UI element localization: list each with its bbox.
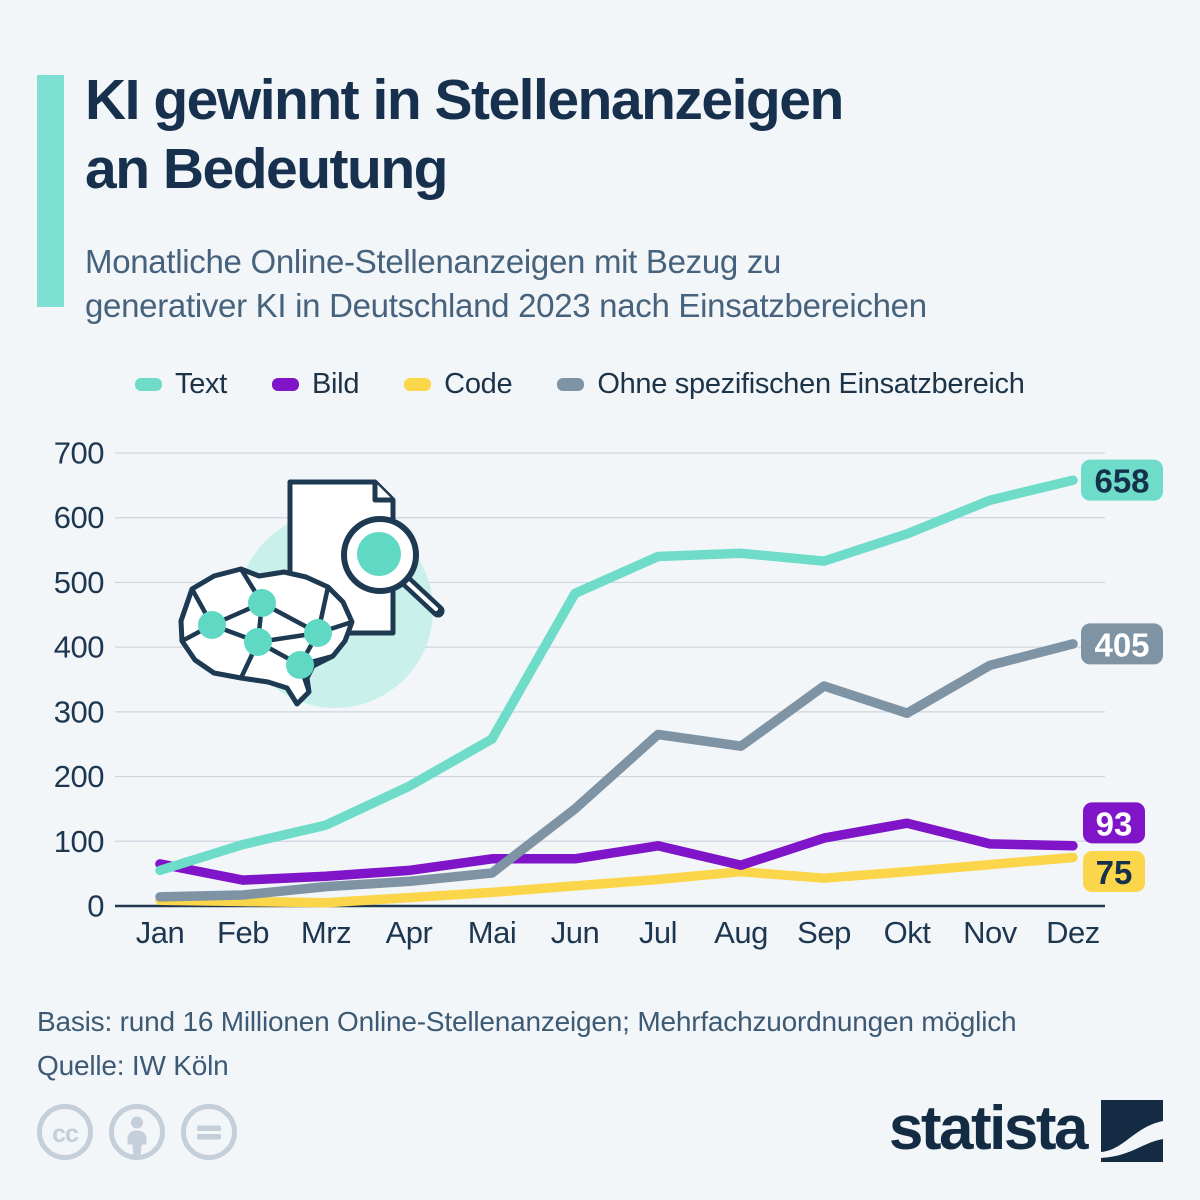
value-badge-text: 658	[1081, 459, 1163, 501]
footer-notes: Basis: rund 16 Millionen Online-Stellena…	[37, 1000, 1017, 1088]
series-line-bild	[155, 818, 1078, 885]
x-tick-label-feb: Feb	[217, 915, 269, 950]
value-badge-box	[1081, 623, 1163, 665]
x-tick-label-aug: Aug	[714, 915, 768, 950]
x-tick-label-jun: Jun	[551, 915, 599, 950]
x-tick-label-okt: Okt	[884, 915, 932, 950]
y-tick-label-400: 400	[54, 630, 104, 665]
legend-label: Code	[444, 368, 513, 400]
neural-brain-icon	[178, 566, 355, 707]
ai-brain-document-illustration	[178, 479, 445, 708]
legend-swatch-bild	[272, 378, 299, 391]
legend-label: Text	[175, 368, 227, 400]
x-tick-label-dez: Dez	[1046, 915, 1100, 950]
subtitle-line-2: generativer KI in Deutschland 2023 nach …	[85, 287, 927, 324]
x-tick-label-jul: Jul	[639, 915, 677, 950]
footer-source: Quelle: IW Köln	[37, 1050, 229, 1081]
value-badge-box	[1081, 459, 1163, 501]
legend-item-bild: Bild	[272, 368, 359, 401]
value-badge-box	[1083, 802, 1145, 844]
title-accent-bar	[37, 75, 64, 307]
cc-icon[interactable]: cc	[36, 1103, 94, 1161]
value-badge-text: 405	[1094, 626, 1149, 663]
magnifier-icon	[341, 516, 445, 618]
y-tick-label-300: 300	[54, 694, 104, 729]
value-badge-text: 93	[1096, 805, 1133, 842]
svg-text:cc: cc	[52, 1120, 79, 1148]
page-subtitle: Monatliche Online-Stellenanzeigen mit Be…	[85, 240, 927, 328]
chart-legend: Text Bild Code Ohne spezifischen Einsatzber…	[135, 368, 1025, 401]
series-line-code	[155, 852, 1078, 908]
legend-swatch-ohne-spezifischen-einsatzbereich	[557, 378, 585, 391]
y-tick-label-700: 700	[54, 436, 104, 471]
cc-license-badges[interactable]: cc	[36, 1103, 238, 1161]
series-line-text	[155, 475, 1078, 876]
page-title: KI gewinnt in Stellenanzeigen an Bedeutun…	[85, 66, 844, 204]
statista-wordmark: statista	[888, 1094, 1089, 1163]
value-badge-text: 75	[1096, 854, 1133, 891]
legend-swatch-code	[404, 378, 432, 391]
legend-item-code: Code	[404, 368, 513, 401]
x-tick-label-mrz: Mrz	[301, 915, 351, 950]
series-line-ohne-spezifischen-einsatzbereich	[155, 639, 1078, 902]
subtitle-line-1: Monatliche Online-Stellenanzeigen mit Be…	[85, 243, 782, 280]
statista-logo-mark	[1101, 1100, 1163, 1162]
title-line-1: KI gewinnt in Stellenanzeigen	[85, 68, 844, 132]
value-badge-ohne-spezifischen-einsatzbereich: 405	[1081, 623, 1163, 665]
x-tick-label-mai: Mai	[468, 915, 516, 950]
y-tick-label-200: 200	[54, 759, 104, 794]
statista-logo[interactable]: statista	[889, 1096, 1163, 1162]
title-line-2: an Bedeutung	[85, 137, 449, 201]
y-tick-label-500: 500	[54, 565, 104, 600]
legend-label: Ohne spezifischen Einsatzbereich	[597, 368, 1025, 400]
value-badge-code: 75	[1083, 850, 1145, 892]
legend-label: Bild	[312, 368, 360, 400]
legend-swatch-text	[135, 378, 162, 391]
line-chart: 0 100 200 300 400 500 600 700 Jan Feb Mrz Apr Mai Jun…	[54, 436, 1163, 950]
x-tick-label-apr: Apr	[386, 915, 433, 950]
y-tick-label-100: 100	[54, 824, 104, 859]
attribution-person-icon[interactable]	[108, 1103, 166, 1161]
value-badge-box	[1083, 850, 1145, 892]
footer-basis: Basis: rund 16 Millionen Online-Stellena…	[37, 1006, 1017, 1037]
y-tick-label-0: 0	[87, 889, 104, 924]
value-badge-text: 658	[1094, 463, 1149, 500]
x-tick-label-nov: Nov	[963, 915, 1018, 950]
legend-item-ohne-spezifischen-einsatzbereich: Ohne spezifischen Einsatzbereich	[557, 368, 1025, 401]
x-tick-label-jan: Jan	[136, 915, 184, 950]
legend-item-text: Text	[135, 368, 227, 401]
y-tick-label-600: 600	[54, 500, 104, 535]
x-tick-label-sep: Sep	[797, 915, 851, 950]
value-badge-bild: 93	[1083, 802, 1145, 844]
no-derivatives-equals-icon[interactable]	[180, 1103, 238, 1161]
